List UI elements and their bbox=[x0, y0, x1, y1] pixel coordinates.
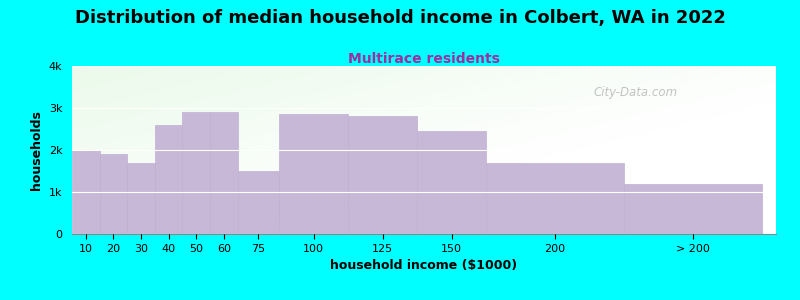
Bar bbox=[72, 150, 100, 234]
Title: Multirace residents: Multirace residents bbox=[348, 52, 500, 66]
X-axis label: household income ($1000): household income ($1000) bbox=[330, 259, 518, 272]
Bar bbox=[417, 131, 486, 234]
Y-axis label: households: households bbox=[30, 110, 43, 190]
Bar bbox=[486, 163, 624, 234]
Bar bbox=[279, 114, 348, 234]
Bar bbox=[210, 112, 238, 234]
Bar bbox=[624, 184, 762, 234]
Text: Distribution of median household income in Colbert, WA in 2022: Distribution of median household income … bbox=[74, 9, 726, 27]
Bar bbox=[238, 171, 279, 234]
Bar bbox=[348, 116, 417, 234]
Bar bbox=[127, 163, 155, 234]
Bar bbox=[182, 112, 210, 234]
Bar bbox=[155, 125, 182, 234]
Bar bbox=[100, 154, 127, 234]
Text: City-Data.com: City-Data.com bbox=[593, 86, 678, 99]
